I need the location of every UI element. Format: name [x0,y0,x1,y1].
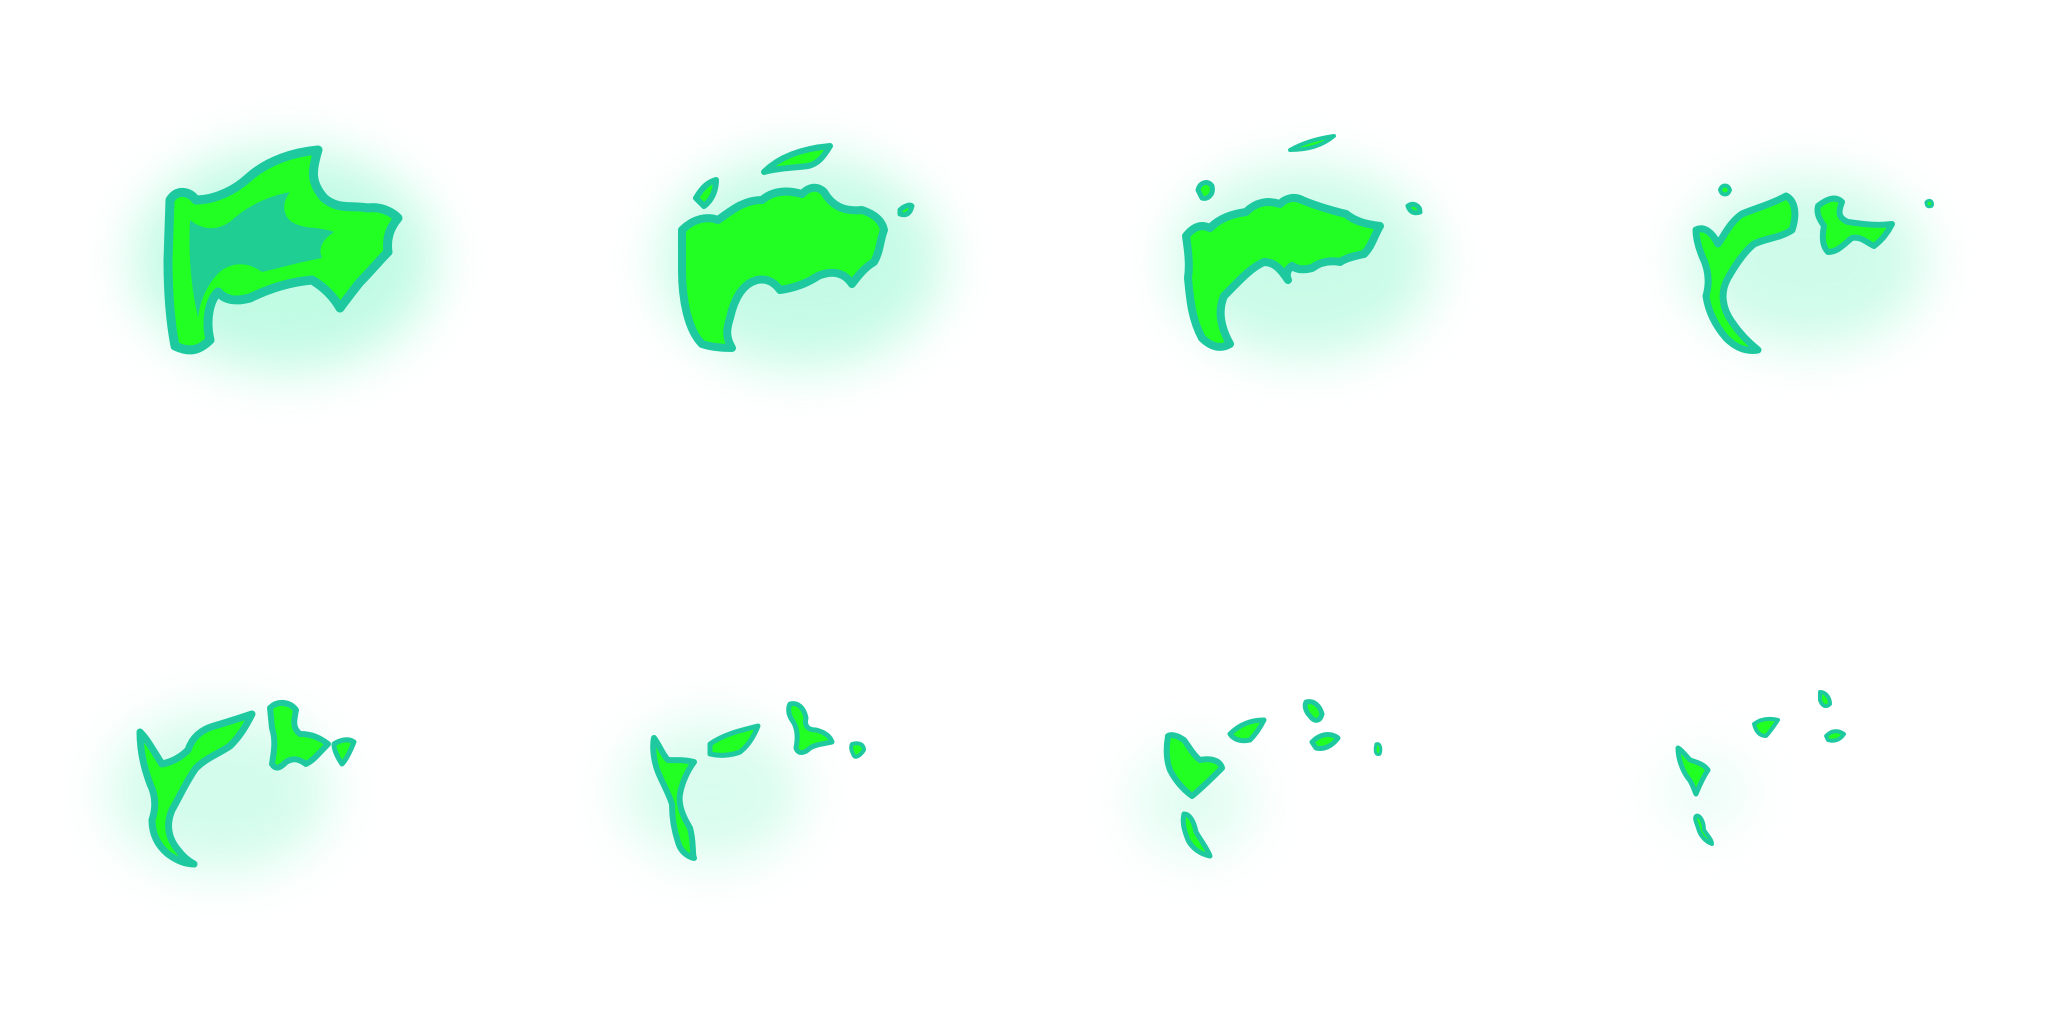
green-splat-icon [1134,699,1383,859]
green-splat-icon [1661,690,1846,846]
green-splat-icon [662,143,942,367]
sprite-frame-4 [1536,0,2048,512]
green-splat-icon [622,701,866,862]
sprite-frame-5 [0,512,512,1024]
sprite-frame-6 [512,512,1024,1024]
sprite-frame-2 [512,0,1024,512]
green-splat-icon [135,145,435,370]
sprite-frame-8 [1536,512,2048,1024]
sprite-frame-3 [1024,0,1536,512]
green-splat-icon [1686,177,1934,354]
sprite-frame-1 [0,0,512,512]
sprite-frame-7 [1024,512,1536,1024]
green-splat-icon [110,700,357,872]
green-splat-icon [1174,134,1434,357]
